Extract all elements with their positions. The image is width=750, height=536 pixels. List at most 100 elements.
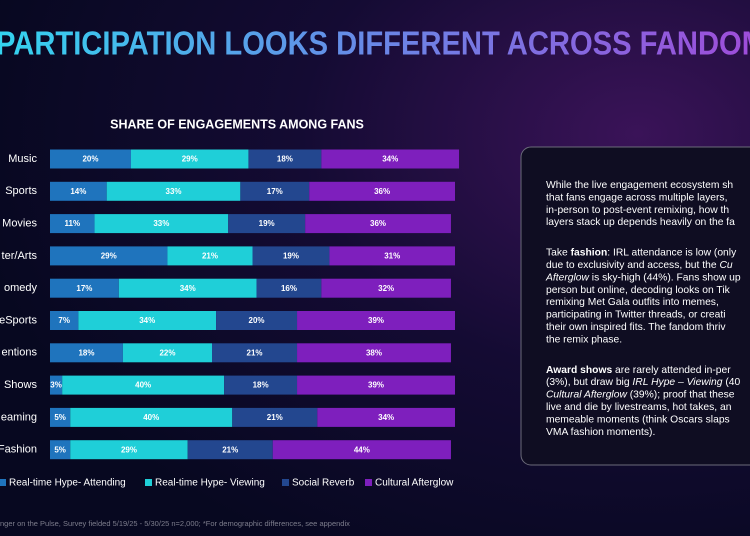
bar-segment [50,149,131,169]
bar-segment [50,375,63,395]
panel-text-run: their own inspired fits. The fandom thri… [546,322,726,333]
data-label: 22% [159,348,175,357]
bar-segment [216,311,298,330]
panel-text-run: (3%), but draw big [546,377,632,388]
bar-segment [297,311,455,330]
bar-segment [50,311,79,330]
bar-segment [78,311,217,330]
panel-text-run: (40 [722,377,740,388]
category-label: Sports [5,185,37,197]
bar-segment [228,214,306,234]
bar-segment [70,440,188,460]
chart-title: SHARE OF ENGAGEMENTS AMONG FANS [110,117,364,131]
panel-text-run: are rarely attended in-per [612,365,731,376]
panel-text-run: fashion [571,247,608,258]
bar-segment [167,246,253,266]
data-label: 34% [180,284,196,293]
category-label: Fashion [0,444,37,456]
bar-segment [309,181,455,201]
panel-text-run: While the live engagement ecosystem sh [546,180,733,191]
category-label: entions [2,347,38,359]
legend-label: Real-time Hype- Viewing [155,478,265,489]
data-label: 31% [384,252,400,261]
bar-segment [224,375,298,395]
data-label: 19% [283,252,299,261]
legend-swatch [0,479,6,486]
data-label: 33% [166,187,182,196]
legend-label: Cultural Afterglow [375,478,454,489]
bar-segment [131,149,249,169]
bar-segment [232,407,318,427]
bar-segment [240,181,310,201]
category-label: eSports [0,314,37,326]
data-label: 34% [378,413,394,422]
bar-segment [70,407,233,427]
data-label: 34% [382,155,398,164]
bar-segment [50,246,168,266]
bar-segment [50,181,107,201]
data-label: 38% [366,348,382,357]
category-label: Shows [4,379,38,391]
data-label: 17% [76,284,92,293]
bar-segment [118,278,257,298]
panel-text-run: Cu [719,260,732,271]
panel-text-run: the remix phase. [546,334,622,345]
data-label: 40% [135,381,151,390]
panel-text-run: Take [546,247,571,258]
panel-text-run: in-person to post-event remixing, how th [546,205,729,216]
bar-segment [50,214,95,234]
data-label: 5% [54,445,66,454]
legend-label: Social Reverb [292,478,355,489]
data-label: 29% [101,252,117,261]
data-label: 20% [249,316,265,325]
data-label: 36% [370,219,386,228]
bar-segment [50,440,71,460]
panel-text-run: remixing Met Gala outfits into memes, [546,297,719,308]
data-label: 44% [354,445,370,454]
bar-segment [297,375,455,395]
data-label: 5% [54,413,66,422]
bar-segment [106,181,241,201]
panel-text-run: memeable moments (think Oscars slaps [546,414,730,425]
data-label: 21% [202,252,218,261]
bar-segment [321,149,460,169]
category-label: eaming [1,411,37,423]
data-label: 36% [374,187,390,196]
panel-text-run: that fans engage across multiple layers, [546,192,730,203]
category-label: omedy [4,282,38,294]
bar-segment [256,278,322,298]
bar-segment [252,246,330,266]
panel-text-run: due to exclusivity and access, but the [546,260,719,271]
bar-segment [305,214,451,234]
bar-segment [62,375,225,395]
data-label: 18% [253,381,269,390]
data-label: 18% [277,155,293,164]
legend-swatch [282,479,289,486]
slide-title: PARTICIPATION LOOKS DIFFERENT ACROSS FAN… [0,25,750,62]
bar-segment [50,407,71,427]
data-label: 29% [182,155,198,164]
data-label: 32% [378,284,394,293]
legend-swatch [145,479,152,486]
bar-segment [272,440,451,460]
data-label: 21% [247,348,263,357]
data-label: 21% [267,413,283,422]
data-label: 39% [368,381,384,390]
bar-segment [321,278,451,298]
legend-swatch [365,479,372,486]
bar-segment [187,440,273,460]
panel-text-run: Cultural Afterglow [546,389,627,400]
category-label: ter/Arts [2,250,38,262]
data-label: 34% [139,316,155,325]
data-label: 11% [64,219,80,228]
data-label: 33% [153,219,169,228]
panel-text-run: is sky-high (44%). Fans show up [589,272,741,283]
bar-segment [50,343,123,363]
bar-segment [94,214,229,234]
bar-segment [50,278,119,298]
category-label: Music [8,153,37,165]
data-label: 21% [222,445,238,454]
panel-text-run: VMA fashion moments). [546,427,655,438]
panel-text-run: person but online, decoding looks on Tik [546,285,731,296]
